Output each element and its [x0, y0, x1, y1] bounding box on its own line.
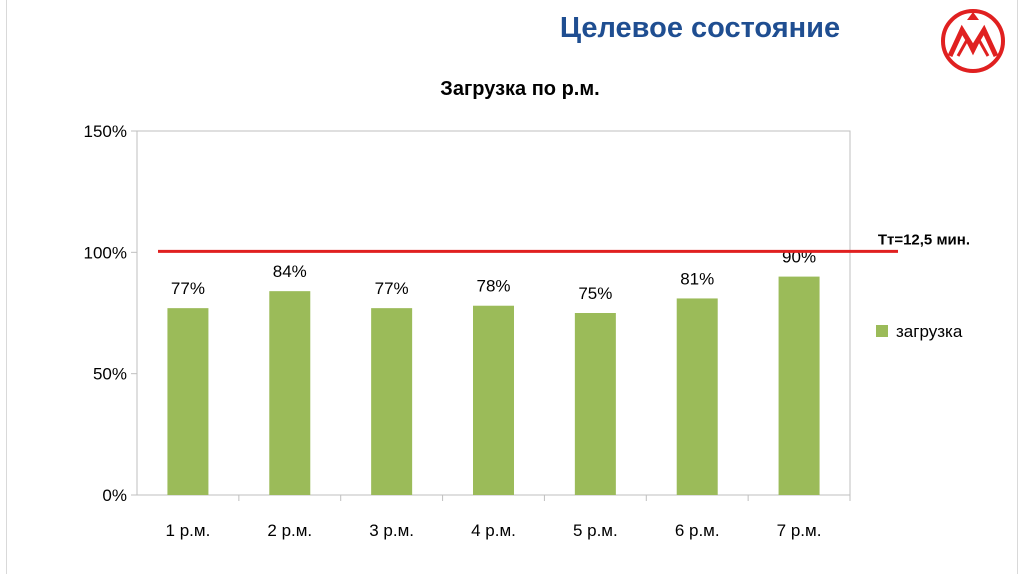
mountain-logo-icon — [941, 9, 1005, 73]
chart-title: Загрузка по р.м. — [440, 78, 600, 100]
x-tick-label: 4 р.м. — [471, 521, 516, 540]
legend-label: загрузка — [896, 322, 963, 341]
bar — [473, 305, 514, 495]
left-border — [6, 0, 7, 574]
bar — [778, 276, 820, 495]
y-tick-label: 50% — [93, 365, 127, 384]
data-label: 78% — [476, 277, 510, 296]
x-tick-label: 6 р.м. — [675, 521, 720, 540]
data-label: 75% — [578, 284, 612, 303]
bar — [676, 298, 718, 495]
y-tick-label: 0% — [102, 486, 127, 505]
x-tick-label: 2 р.м. — [267, 521, 312, 540]
x-tick-label: 5 р.м. — [573, 521, 618, 540]
data-label: 84% — [273, 262, 307, 281]
bar — [269, 291, 311, 495]
legend-swatch — [876, 325, 888, 337]
y-tick-label: 100% — [84, 243, 127, 262]
slide-title: Целевое состояние — [559, 12, 841, 44]
bar — [574, 313, 616, 495]
bar — [371, 308, 413, 495]
data-label: 77% — [375, 279, 409, 298]
bar — [167, 308, 209, 495]
x-tick-label: 1 р.м. — [166, 521, 211, 540]
data-label: 77% — [171, 279, 205, 298]
right-border — [1017, 0, 1018, 574]
x-tick-label: 3 р.м. — [369, 521, 414, 540]
x-tick-label: 7 р.м. — [777, 521, 822, 540]
data-label: 81% — [680, 269, 714, 288]
y-tick-label: 150% — [84, 122, 127, 141]
reference-line-label: Тт=12,5 мин. — [878, 231, 970, 248]
